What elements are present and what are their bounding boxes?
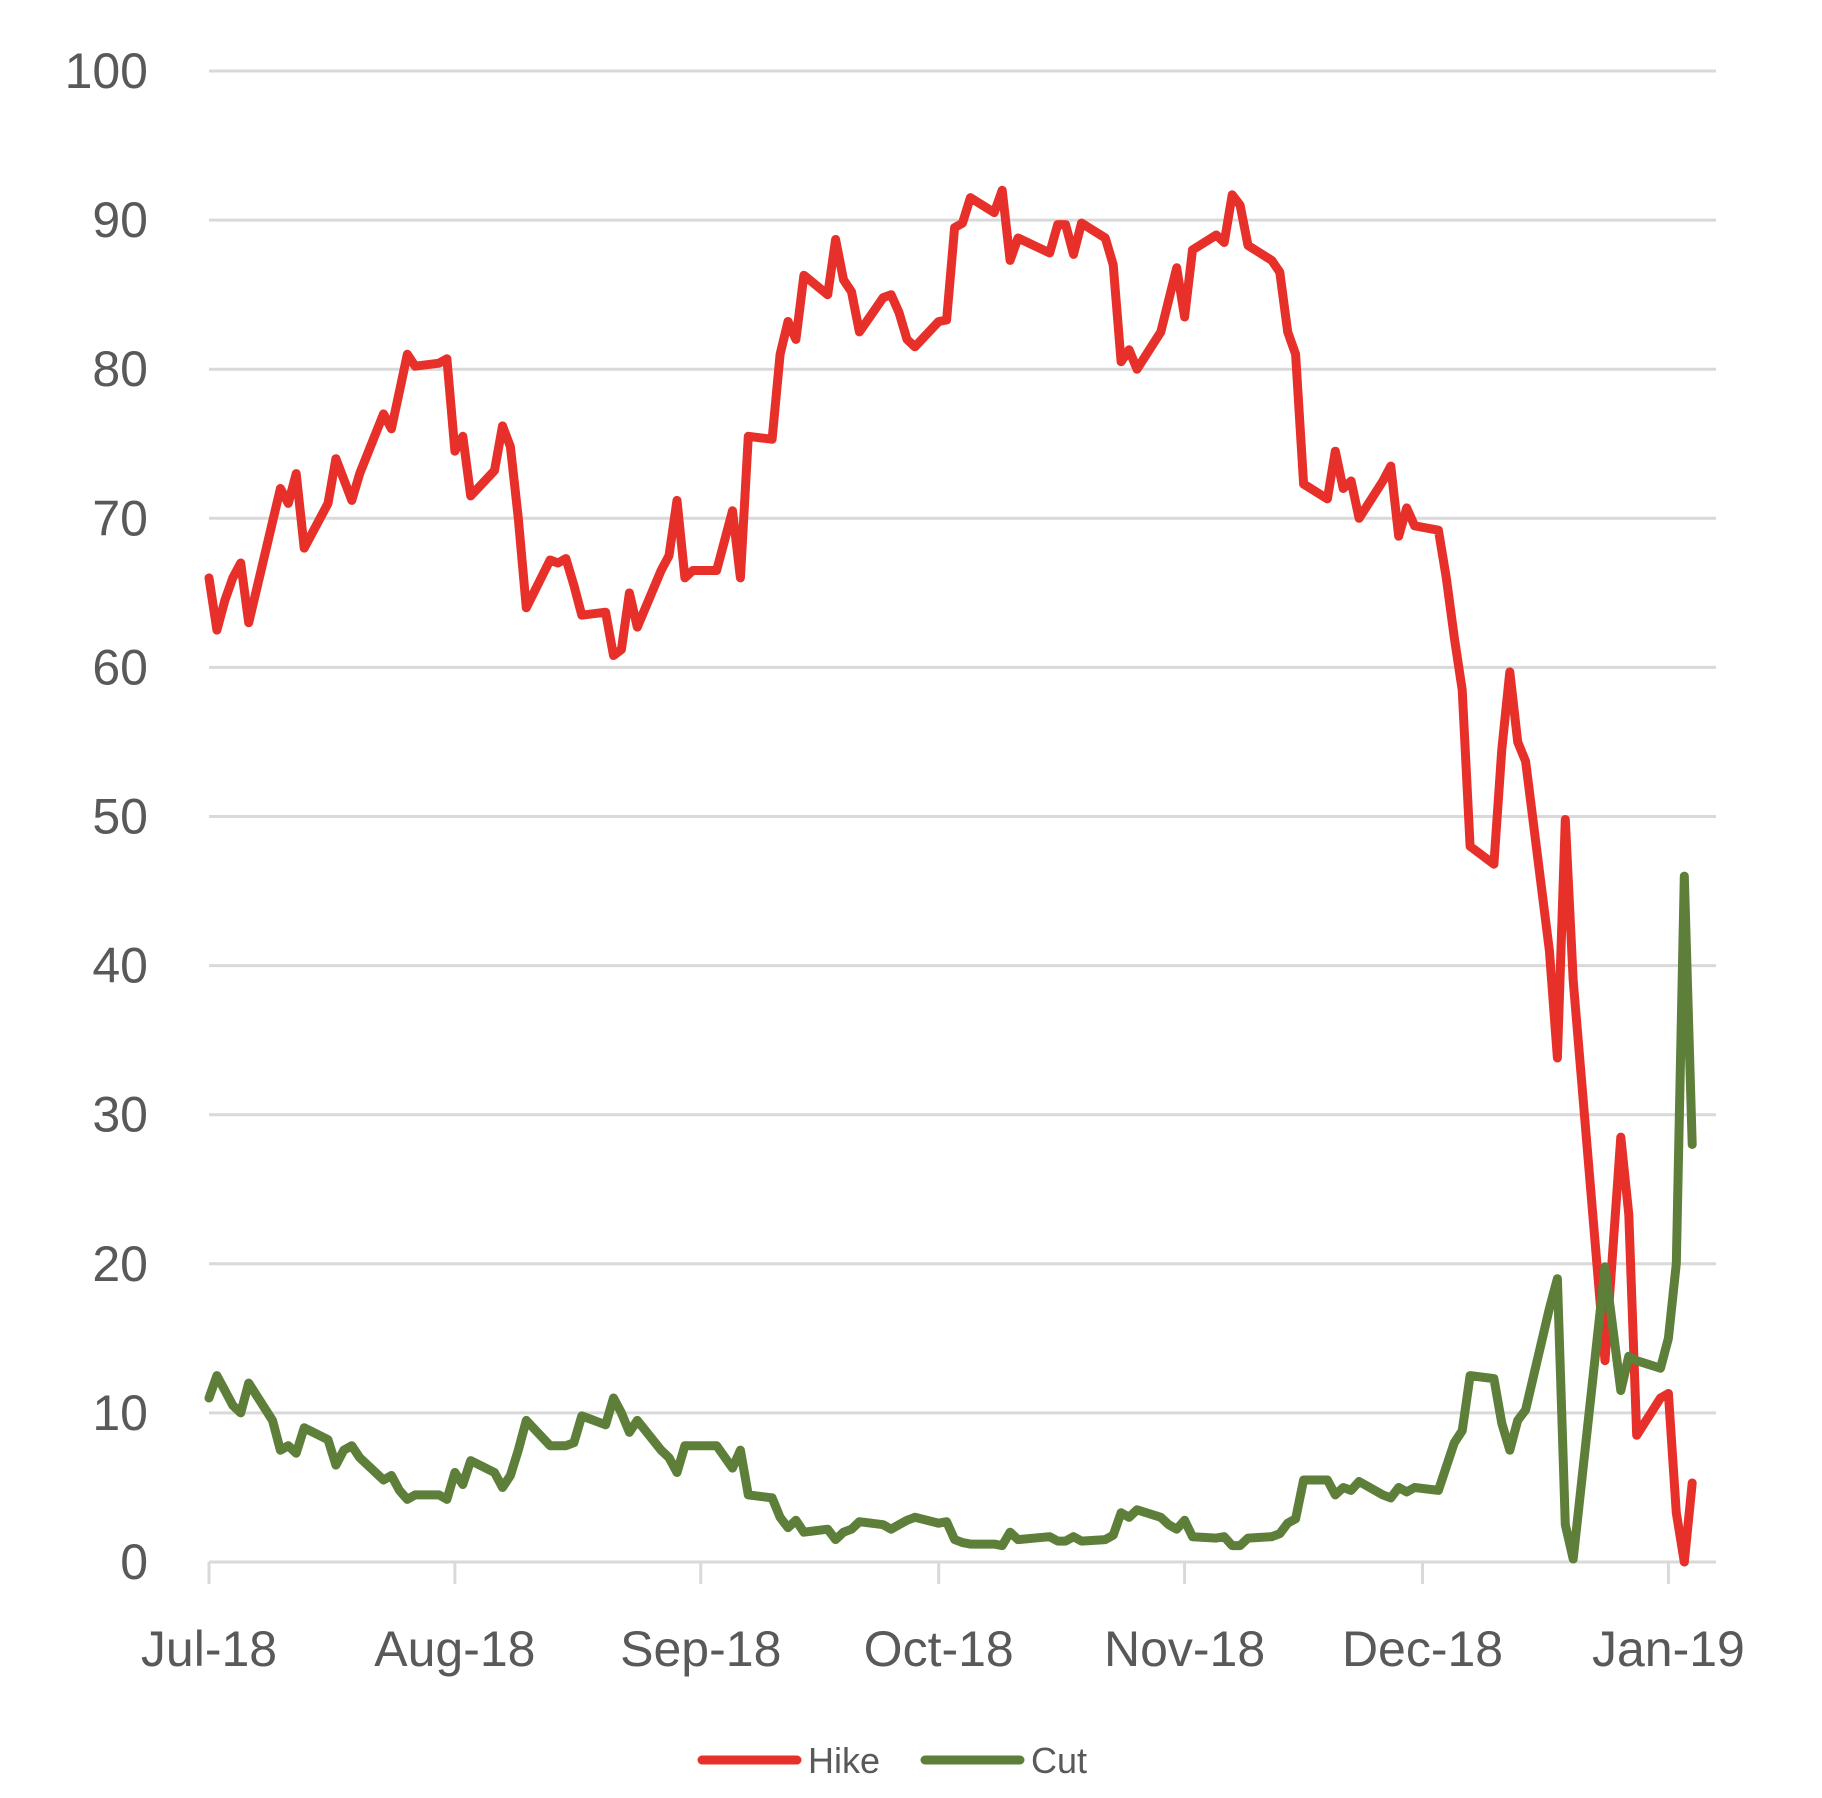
- y-tick-label: 50: [92, 789, 148, 845]
- x-tick-label: Aug-18: [374, 1621, 535, 1677]
- y-tick-label: 10: [92, 1385, 148, 1441]
- x-tick-label: Nov-18: [1104, 1621, 1265, 1677]
- series-line-cut: [204, 871, 1697, 1564]
- y-tick-label: 80: [92, 341, 148, 397]
- y-axis-tick-labels: 0 10 20 30 40 50 60 70 80 90 100: [65, 43, 148, 1590]
- y-tick-label: 90: [92, 192, 148, 248]
- y-tick-label: 30: [92, 1087, 148, 1143]
- series-line-hike: [204, 185, 1697, 1567]
- y-tick-label: 0: [120, 1534, 148, 1590]
- y-tick-label: 100: [65, 43, 148, 99]
- series-lines: [204, 185, 1697, 1567]
- y-tick-label: 60: [92, 639, 148, 695]
- x-tick-label: Oct-18: [864, 1621, 1014, 1677]
- y-tick-label: 70: [92, 490, 148, 546]
- x-tick-label: Jul-18: [141, 1621, 277, 1677]
- x-tick-label: Dec-18: [1342, 1621, 1503, 1677]
- x-axis: Jul-18 Aug-18 Sep-18 Oct-18 Nov-18 Dec-18 Jan-…: [141, 1562, 1745, 1677]
- legend: Hike Cut: [697, 1740, 1087, 1781]
- y-tick-label: 40: [92, 938, 148, 994]
- x-tick-label: Sep-18: [620, 1621, 781, 1677]
- legend-label-hike: Hike: [808, 1740, 880, 1781]
- y-tick-label: 20: [92, 1236, 148, 1292]
- x-tick-label: Jan-19: [1592, 1621, 1745, 1677]
- legend-label-cut: Cut: [1031, 1740, 1087, 1781]
- gridlines: [209, 69, 1716, 1564]
